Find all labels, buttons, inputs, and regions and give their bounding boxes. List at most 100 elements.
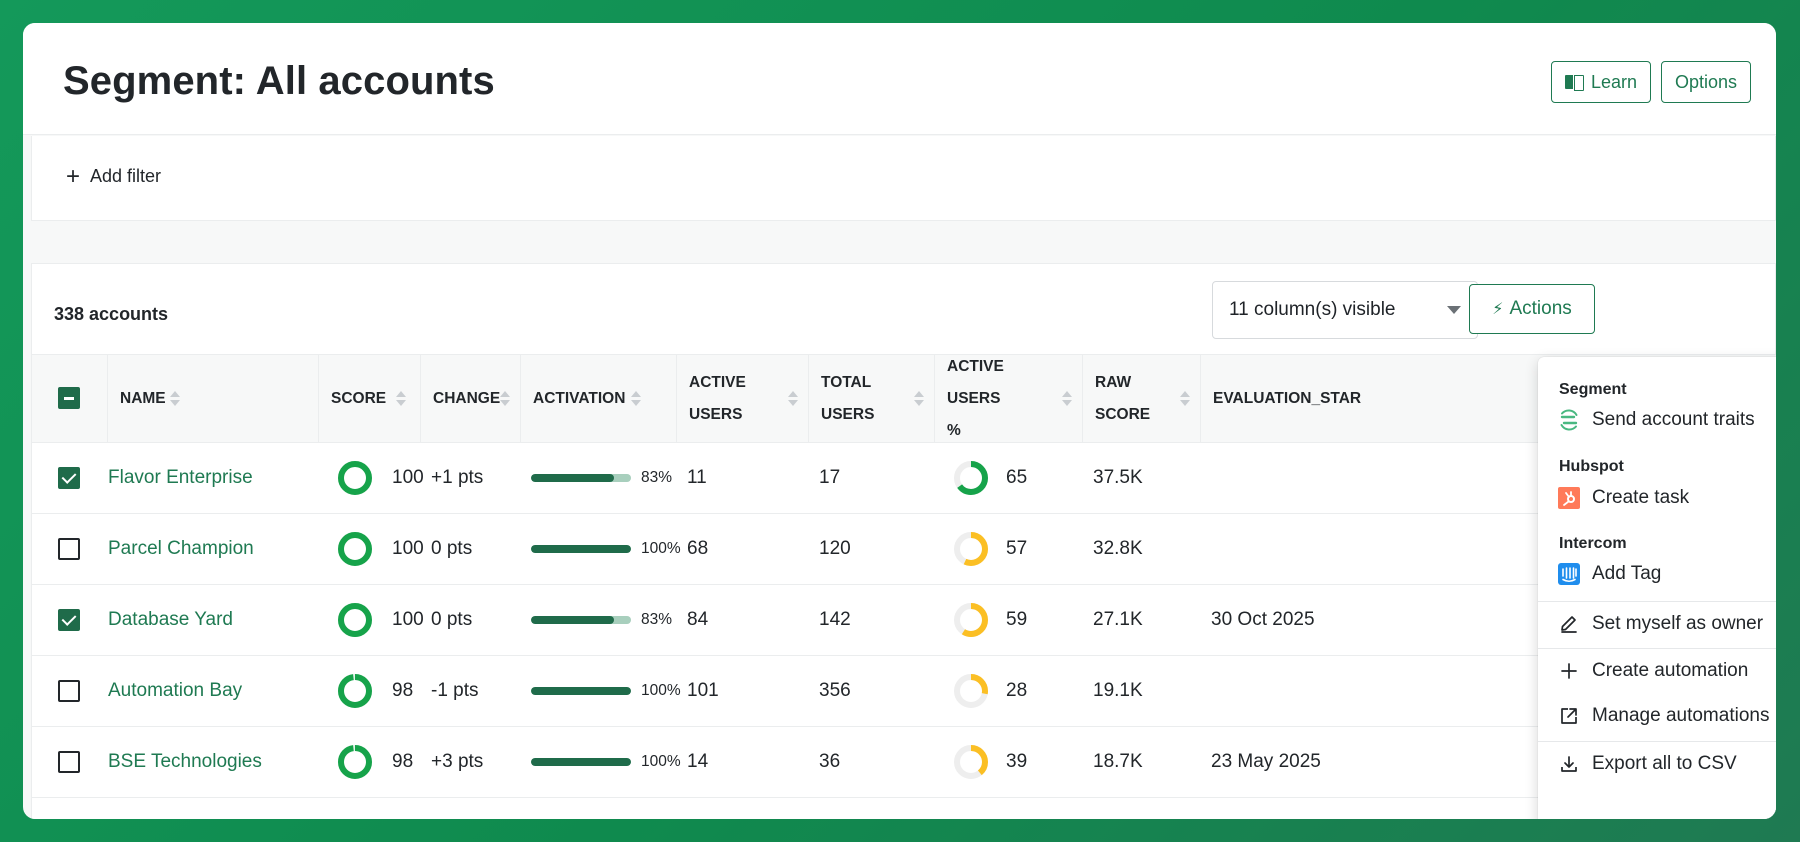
menu-item-send-account-traits[interactable]: Send account traits [1538,399,1776,441]
page-header: Segment: All accounts Learn Options [23,23,1776,135]
score-ring-icon [338,603,372,637]
sort-icon [500,391,510,407]
options-button[interactable]: Options [1661,61,1751,103]
pencil-icon [1558,613,1580,635]
sort-icon [170,391,180,407]
row-checkbox[interactable] [58,467,80,489]
column-header-change[interactable]: CHANGE [421,355,521,442]
change-value: +1 pts [431,467,484,488]
activation-value: 100% [641,753,681,770]
activation-bar-fill [531,616,614,624]
score-ring-icon [338,461,372,495]
hubspot-logo-icon [1558,487,1580,509]
menu-item-create-automation[interactable]: Create automation [1538,650,1776,692]
activation-bar [531,687,631,695]
activation-bar-fill [531,687,631,695]
column-header-total-users[interactable]: TOTAL USERS [809,355,935,442]
select-all-header [32,355,108,442]
column-header-evaluation[interactable]: EVALUATION_STAR [1213,389,1362,407]
activation-value: 83% [641,611,673,628]
menu-group-segment: Segment [1559,381,1627,398]
score-ring-icon [338,674,372,708]
table-header: NAME SCORE CHANGE ACTIVATION ACTIVE USERS… [32,354,1776,443]
app-window: Segment: All accounts Learn Options + Ad… [23,23,1776,819]
active-users-value: 11 [687,467,707,488]
account-name-link[interactable]: Parcel Champion [108,538,254,559]
lightning-icon: ⚡ [1492,301,1504,318]
table-row[interactable]: Flavor Enterprise 100 +1 pts 83% 11 17 65 37.5K [32,443,1776,514]
score-value: 100 [392,609,424,630]
plus-icon: + [66,162,81,190]
table-row[interactable]: Parcel Champion 100 0 pts 100% 68 120 57 32.8K [32,514,1776,585]
column-header-score[interactable]: SCORE [319,355,421,442]
score-ring-icon [338,532,372,566]
column-header-activation[interactable]: ACTIVATION [521,355,677,442]
account-name-link[interactable]: Flavor Enterprise [108,467,253,488]
menu-item-add-tag[interactable]: Add Tag [1538,553,1776,595]
active-users-pct-value: 39 [1006,751,1028,772]
menu-item-create-task[interactable]: Create task [1538,477,1776,519]
filter-bar: + Add filter [31,136,1776,221]
download-icon [1558,753,1580,775]
table-row[interactable]: Automation Bay 98 -1 pts 100% 101 356 28 19.1K [32,656,1776,727]
table-row[interactable]: Database Yard 100 0 pts 83% 84 142 59 27.1K 30 O… [32,585,1776,656]
evaluation-value: 30 Oct 2025 [1211,609,1315,630]
page-title: Segment: All accounts [63,59,495,103]
actions-button[interactable]: ⚡ Actions [1469,284,1595,334]
column-header-name[interactable]: NAME [108,355,319,442]
account-name-link[interactable]: Automation Bay [108,680,243,701]
external-link-icon [1558,705,1580,727]
sort-icon [1062,391,1072,407]
menu-item-export-csv[interactable]: Export all to CSV [1538,743,1776,785]
column-header-active-users[interactable]: ACTIVE USERS [677,355,809,442]
row-checkbox[interactable] [58,680,80,702]
sort-icon [631,391,641,407]
active-users-value: 101 [687,680,719,701]
total-users-value: 142 [819,609,851,630]
activation-bar-fill [531,545,631,553]
active-users-value: 84 [687,609,709,630]
change-value: +3 pts [431,751,484,772]
change-value: 0 pts [431,538,473,559]
score-ring-icon [954,745,988,779]
row-checkbox[interactable] [58,609,80,631]
change-value: 0 pts [431,609,473,630]
column-header-raw-score[interactable]: RAW SCORE [1083,355,1201,442]
active-users-pct-value: 57 [1006,538,1028,559]
activation-bar [531,474,631,482]
sort-icon [788,391,798,407]
total-users-value: 36 [819,751,841,772]
score-value: 100 [392,538,424,559]
column-header-active-users-pct[interactable]: ACTIVE USERS% [935,355,1083,442]
activation-bar [531,758,631,766]
raw-score-value: 19.1K [1093,680,1143,701]
score-ring-icon [954,461,988,495]
add-filter-button[interactable]: + Add filter [66,162,162,190]
add-filter-label: Add filter [90,166,162,186]
active-users-value: 14 [687,751,709,772]
activation-bar [531,616,631,624]
columns-visible-select[interactable]: 11 column(s) visible [1212,281,1478,339]
book-icon [1564,75,1584,91]
chevron-down-icon [1447,306,1461,314]
account-name-link[interactable]: BSE Technologies [108,751,262,772]
menu-group-intercom: Intercom [1559,535,1627,552]
select-all-checkbox[interactable] [58,387,80,409]
raw-score-value: 27.1K [1093,609,1143,630]
row-checkbox[interactable] [58,538,80,560]
learn-button[interactable]: Learn [1551,61,1651,103]
menu-divider [1538,648,1776,649]
total-users-value: 356 [819,680,851,701]
row-checkbox[interactable] [58,751,80,773]
total-users-value: 17 [819,467,841,488]
sort-icon [914,391,924,407]
menu-item-manage-automations[interactable]: Manage automations [1538,695,1776,737]
activation-bar-fill [531,758,631,766]
raw-score-value: 32.8K [1093,538,1143,559]
columns-visible-value: 11 column(s) visible [1229,299,1396,320]
menu-item-set-myself-as-owner[interactable]: Set myself as owner [1538,603,1776,645]
account-name-link[interactable]: Database Yard [108,609,233,630]
active-users-pct-value: 65 [1006,467,1028,488]
accounts-count: 338 accounts [54,304,169,324]
table-row[interactable]: BSE Technologies 98 +3 pts 100% 14 36 39 18.7K 2… [32,727,1776,798]
